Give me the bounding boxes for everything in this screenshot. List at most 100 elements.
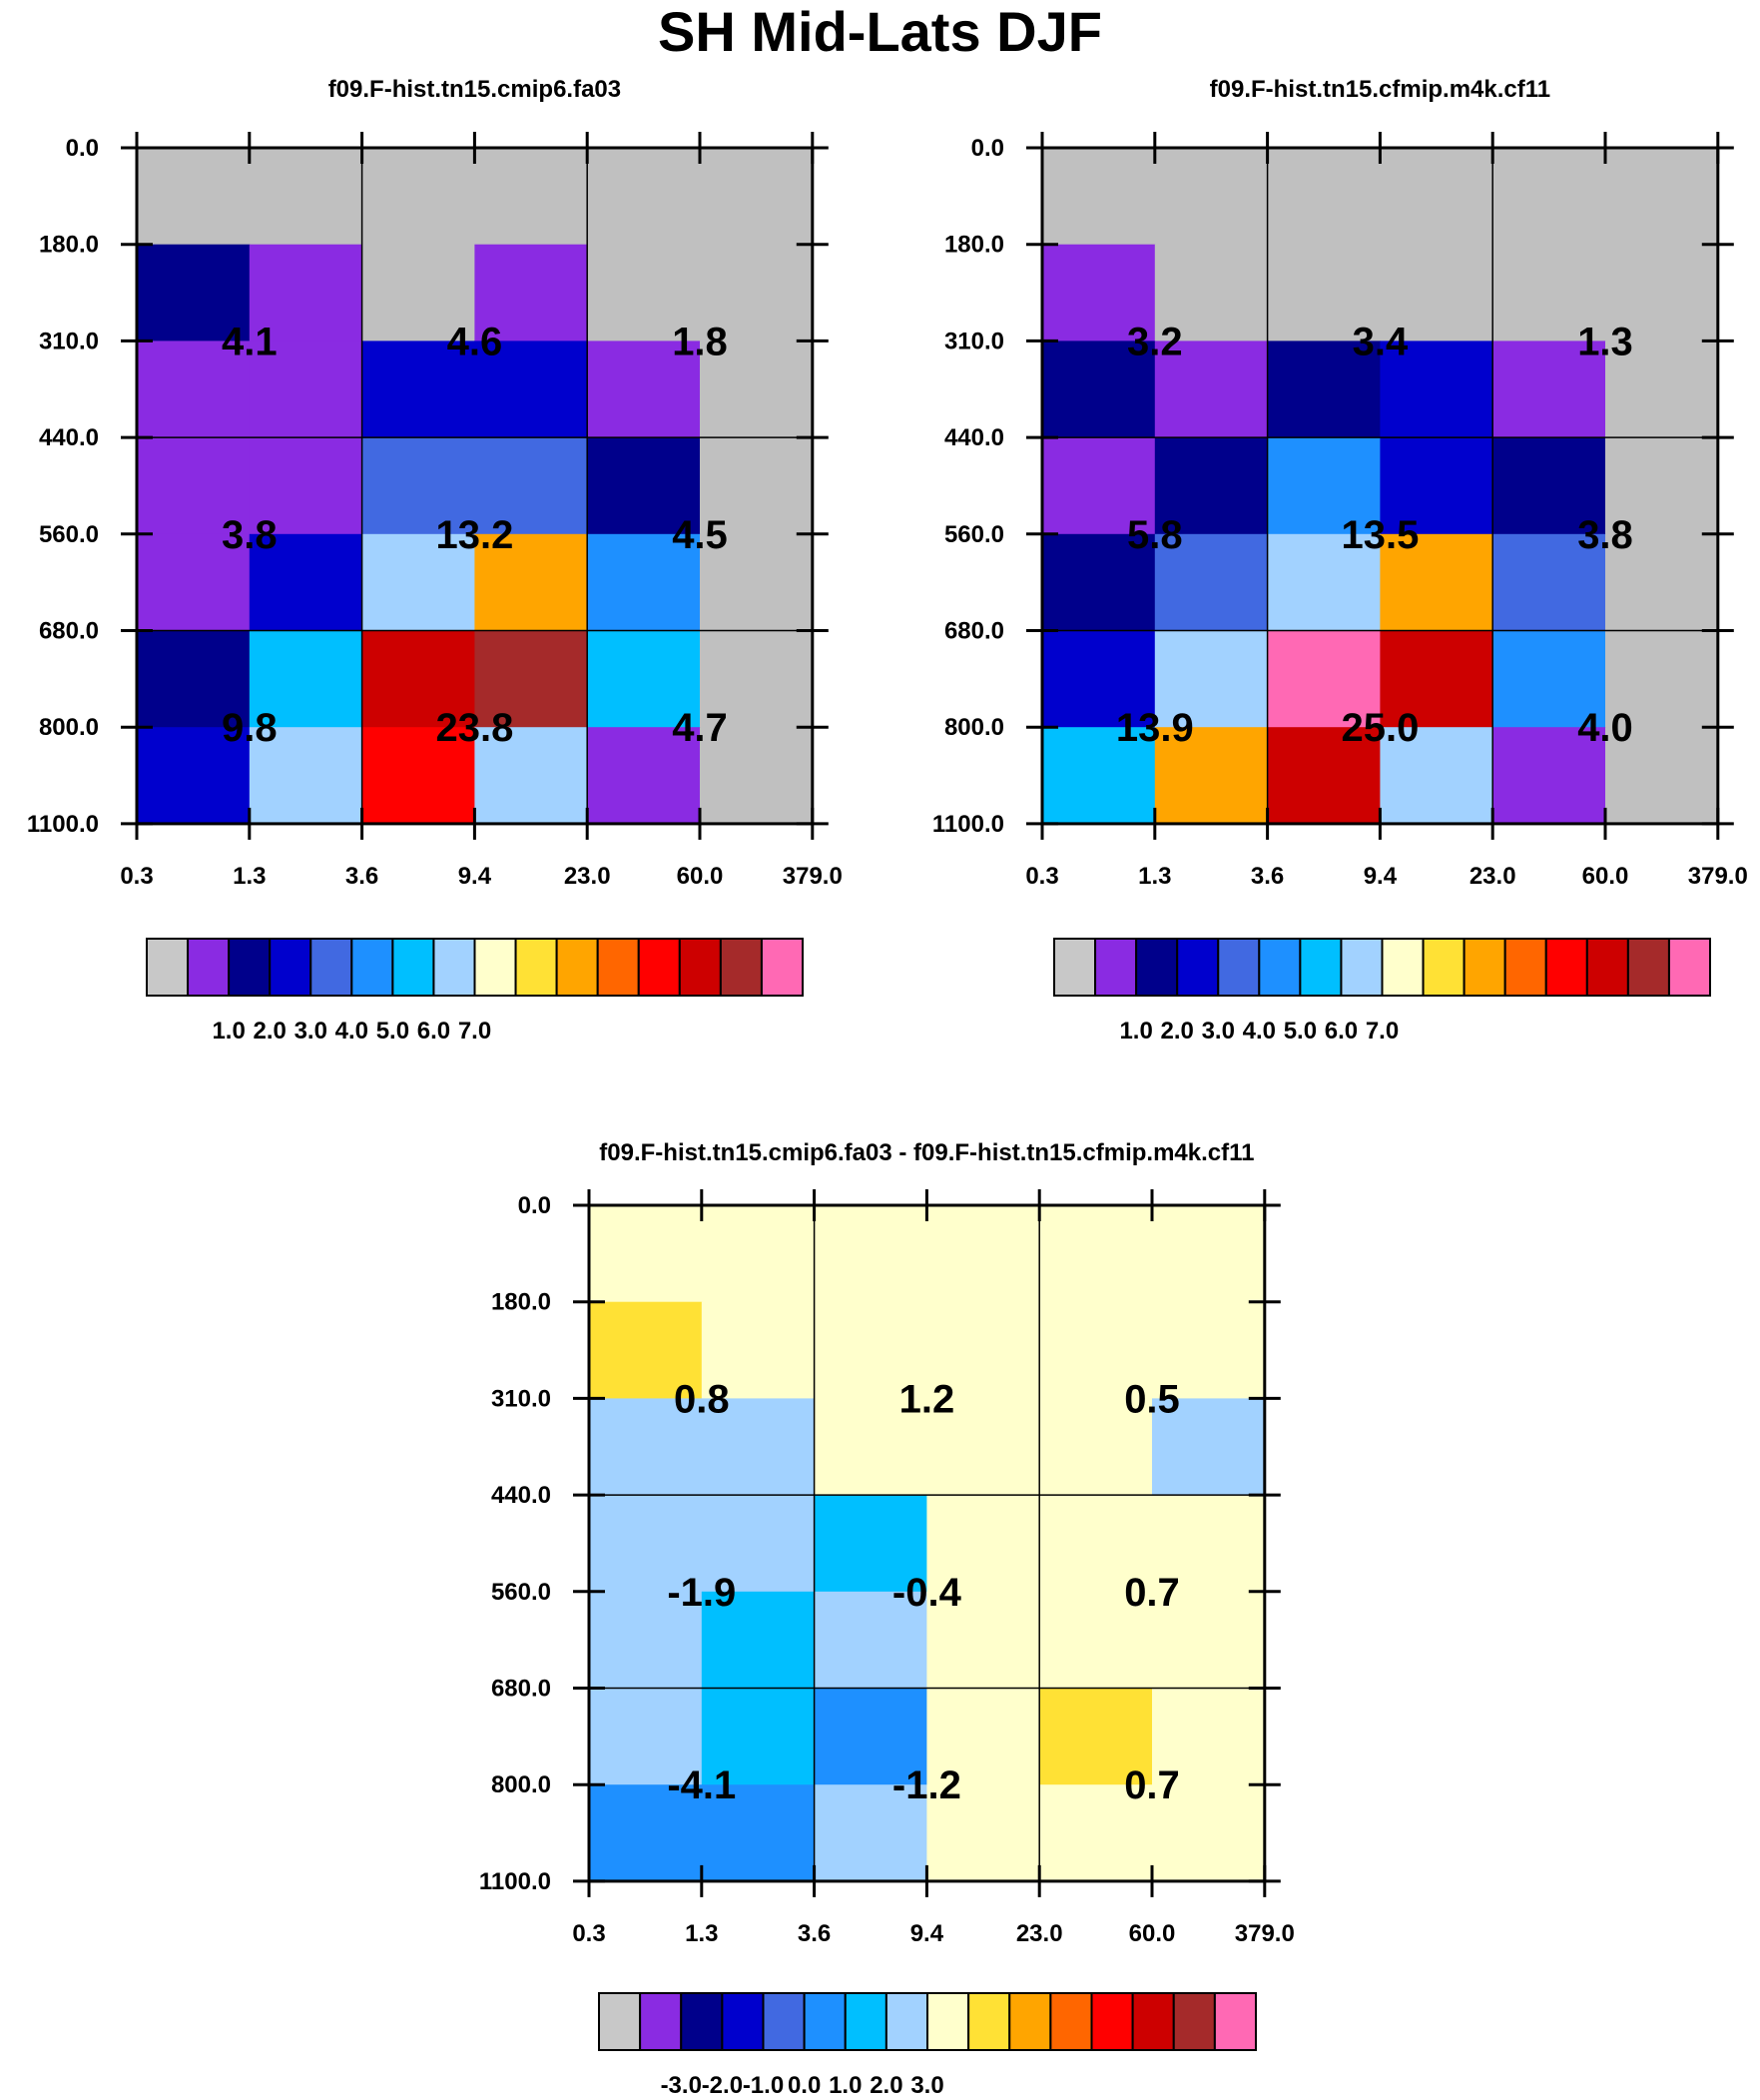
colorbar-label: 5.0 bbox=[1284, 1018, 1317, 1045]
heatmap-cell bbox=[249, 244, 363, 342]
box-value-label: 4.0 bbox=[1577, 706, 1633, 750]
heatmap-cell bbox=[814, 1688, 927, 1785]
box-value-label: 4.6 bbox=[447, 320, 503, 363]
y-tick-label: 180.0 bbox=[491, 1289, 551, 1316]
heatmap-cell bbox=[701, 1301, 816, 1399]
box-value-label: 1.2 bbox=[899, 1377, 955, 1421]
heatmap-cell bbox=[1042, 533, 1156, 632]
heatmap-cell bbox=[587, 630, 701, 728]
heatmap-cell bbox=[700, 727, 814, 825]
heatmap-cell bbox=[1380, 341, 1493, 438]
heatmap-cell bbox=[1267, 437, 1381, 535]
heatmap-cell bbox=[589, 1398, 703, 1496]
heatmap-cell bbox=[814, 1591, 927, 1690]
heatmap-cell bbox=[474, 630, 588, 728]
box-value-label: 23.8 bbox=[435, 706, 513, 750]
heatmap-cell bbox=[1492, 148, 1606, 246]
heatmap-cell bbox=[249, 148, 363, 246]
heatmap-cell bbox=[1605, 244, 1719, 342]
heatmap-cell bbox=[137, 148, 251, 246]
colorbar-swatch bbox=[1172, 1992, 1216, 2051]
colorbar-label: 3.0 bbox=[1202, 1018, 1235, 1045]
x-tick-label: 9.4 bbox=[458, 863, 492, 890]
colorbar-label: -3.0 bbox=[661, 2072, 702, 2099]
y-tick-label: 180.0 bbox=[39, 232, 99, 259]
heatmap-cell bbox=[1492, 341, 1606, 438]
panel-top-left: 0.0 180.0 310.0 440.0 560.0 680.0 800.0 1100.0 0… bbox=[27, 132, 843, 890]
colorbar-swatch bbox=[762, 1992, 806, 2051]
box-value-label: 0.7 bbox=[1124, 1763, 1180, 1807]
box-value-label: -1.9 bbox=[667, 1571, 736, 1615]
colorbar-swatch bbox=[1381, 938, 1425, 997]
heatmap-cell bbox=[1154, 244, 1269, 342]
heatmap-cell bbox=[1492, 437, 1606, 535]
colorbar-swatch bbox=[760, 938, 804, 997]
x-tick-label: 9.4 bbox=[910, 1920, 944, 1947]
heatmap-cell bbox=[814, 1495, 927, 1593]
colorbar-swatch bbox=[678, 938, 722, 997]
heatmap-cell bbox=[1039, 1495, 1153, 1593]
main-title: SH Mid-Lats DJF bbox=[658, 0, 1102, 63]
colorbar-bottom-diff: -3.0 -2.0 -1.0 0.0 1.0 2.0 3.0 bbox=[598, 1992, 1257, 2099]
heatmap-cell bbox=[1380, 727, 1493, 825]
heatmap-cell bbox=[361, 727, 475, 825]
heatmap-cell bbox=[814, 1301, 927, 1399]
x-tick-label: 60.0 bbox=[677, 863, 724, 890]
box-value-label: 9.8 bbox=[222, 706, 278, 750]
box-value-label: 13.9 bbox=[1116, 706, 1194, 750]
heatmap-cell bbox=[587, 244, 701, 342]
heatmap-cell bbox=[1039, 1398, 1153, 1496]
box-value-label: 0.8 bbox=[674, 1377, 730, 1421]
box-value-label: -1.2 bbox=[892, 1763, 961, 1807]
colorbar-swatch bbox=[637, 938, 681, 997]
heatmap-cell bbox=[1152, 1784, 1266, 1882]
heatmap-cell bbox=[1152, 1688, 1266, 1785]
colorbar-top-right: 1.0 2.0 3.0 4.0 5.0 6.0 7.0 bbox=[1053, 938, 1711, 1045]
colorbar-swatch bbox=[721, 1992, 765, 2051]
heatmap-cell bbox=[701, 1495, 816, 1593]
colorbar-label: 7.0 bbox=[458, 1018, 491, 1045]
colorbar-swatch bbox=[269, 938, 312, 997]
box-value-label: 0.7 bbox=[1124, 1571, 1180, 1615]
heatmap-cell bbox=[137, 533, 251, 632]
heatmap-cell bbox=[361, 244, 475, 342]
y-tick-label: 1100.0 bbox=[27, 811, 99, 838]
colorbar-swatch bbox=[1131, 1992, 1175, 2051]
colorbar-swatch bbox=[844, 1992, 887, 2051]
heatmap-cell bbox=[1152, 1398, 1266, 1496]
x-tick-label: 23.0 bbox=[1469, 863, 1516, 890]
heatmap-cell bbox=[1267, 630, 1381, 728]
x-tick-label: 3.6 bbox=[345, 863, 378, 890]
y-tick-label: 1100.0 bbox=[479, 1868, 551, 1895]
heatmap-cell bbox=[701, 1398, 816, 1496]
heatmap-cell bbox=[1154, 727, 1269, 825]
heatmap-cell bbox=[1042, 437, 1156, 535]
heatmap-cell bbox=[137, 630, 251, 728]
heatmap-cell bbox=[700, 148, 814, 246]
heatmap-cell bbox=[1267, 244, 1381, 342]
box-value-label: 4.5 bbox=[672, 513, 728, 557]
colorbar-swatch bbox=[1463, 938, 1506, 997]
panel-title-1: f09.F-hist.tn15.cmip6.fa03 bbox=[327, 76, 622, 103]
heatmap-cell bbox=[249, 533, 363, 632]
colorbar-label: 2.0 bbox=[254, 1018, 287, 1045]
colorbar-swatch bbox=[514, 938, 558, 997]
heatmap-cell bbox=[1039, 1301, 1153, 1399]
heatmap-cell bbox=[249, 630, 363, 728]
colorbar-label: 1.0 bbox=[829, 2072, 862, 2099]
heatmap-cell bbox=[1492, 533, 1606, 632]
colorbar-label: -2.0 bbox=[702, 2072, 743, 2099]
heatmap-cell bbox=[249, 437, 363, 535]
y-tick-label: 440.0 bbox=[39, 424, 99, 451]
x-tick-label: 23.0 bbox=[1016, 1920, 1063, 1947]
y-tick-label: 560.0 bbox=[944, 521, 1004, 548]
heatmap-cell bbox=[814, 1205, 927, 1303]
box-value-label: 13.5 bbox=[1341, 513, 1419, 557]
heatmap-cell bbox=[926, 1398, 1040, 1496]
y-tick-label: 800.0 bbox=[39, 714, 99, 741]
y-tick-label: 180.0 bbox=[944, 232, 1004, 259]
heatmap-cell bbox=[474, 341, 588, 438]
colorbar-swatch bbox=[884, 1992, 928, 2051]
heatmap-cell bbox=[1154, 630, 1269, 728]
y-tick-label: 680.0 bbox=[944, 618, 1004, 645]
